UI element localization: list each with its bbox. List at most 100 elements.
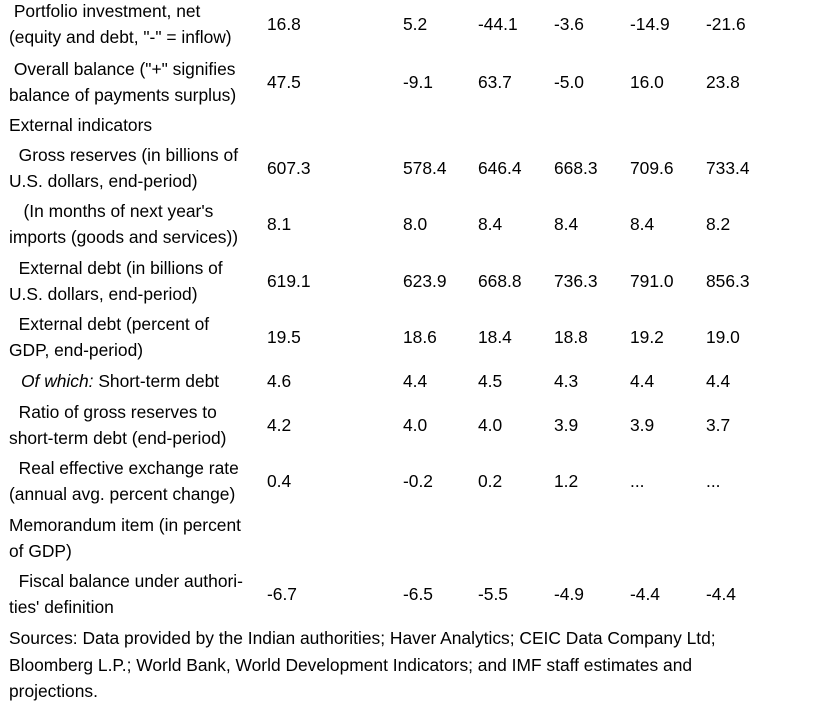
- row-label: External indicators: [9, 112, 267, 138]
- value-cell: 3.9: [630, 415, 655, 435]
- value-cell: 733.4: [706, 158, 750, 178]
- value-cell: 578.4: [403, 158, 447, 178]
- value-cell: 4.6: [267, 371, 292, 391]
- row-label-line-1: Real effective exchange rate: [9, 458, 239, 478]
- value-cell: 607.3: [267, 158, 311, 178]
- table-row-overall-balance: Overall balance ("+" signifies balance o…: [0, 56, 818, 110]
- row-label: External debt (in billions of U.S. dolla…: [9, 255, 267, 307]
- value-cell: 623.9: [403, 271, 447, 291]
- value-cell: 16.8: [267, 14, 301, 34]
- value-cell: -4.9: [554, 584, 584, 604]
- value-cell: -3.6: [554, 14, 584, 34]
- row-label-line-1: Overall balance ("+" signifies: [9, 59, 236, 79]
- section-heading-label: External indicators: [9, 115, 153, 135]
- row-label: Fiscal balance under authori- ties' defi…: [9, 568, 267, 620]
- value-cell: -5.0: [554, 72, 584, 92]
- value-cell: 3.7: [706, 415, 731, 435]
- value-cell: 16.0: [630, 72, 664, 92]
- sources-line-2: Bloomberg L.P.; World Bank, World Develo…: [9, 654, 693, 675]
- row-label: (In months of next year's imports (goods…: [9, 198, 267, 250]
- value-cell: 736.3: [554, 271, 598, 291]
- row-label-line-1: Memorandum item (in percent: [9, 515, 241, 535]
- value-cell: 4.2: [267, 415, 292, 435]
- row-label-line-2: (equity and debt, "-" = inflow): [9, 27, 232, 47]
- row-label-line-1: External debt (percent of: [9, 314, 210, 334]
- row-label-line-2: U.S. dollars, end-period): [9, 284, 198, 304]
- value-cell: -14.9: [630, 14, 670, 34]
- value-cell: 23.8: [706, 72, 740, 92]
- table-row-external-debt-percent-gdp: External debt (percent of GDP, end-perio…: [0, 311, 818, 365]
- value-cell: ...: [706, 471, 721, 491]
- row-label: Real effective exchange rate (annual avg…: [9, 455, 267, 507]
- table-row-reserves-to-short-term-debt: Ratio of gross reserves to short-term de…: [0, 399, 818, 453]
- value-cell: 0.2: [478, 471, 503, 491]
- value-cell: 791.0: [630, 271, 674, 291]
- value-cell: 18.6: [403, 327, 437, 347]
- value-cell: 8.4: [554, 214, 579, 234]
- value-cell: 4.0: [478, 415, 503, 435]
- row-label-line-1: Portfolio investment, net: [9, 1, 201, 21]
- value-cell: 646.4: [478, 158, 522, 178]
- value-cell: 4.3: [554, 371, 579, 391]
- table-row-external-debt-billions: External debt (in billions of U.S. dolla…: [0, 255, 818, 309]
- value-cell: -4.4: [630, 584, 660, 604]
- value-cell: 8.4: [478, 214, 503, 234]
- row-label-line-1: Ratio of gross reserves to: [9, 402, 217, 422]
- row-label: Of which: Short-term debt: [21, 368, 279, 394]
- table-row-portfolio-investment: Portfolio investment, net (equity and de…: [0, 0, 818, 54]
- value-cell: -21.6: [706, 14, 746, 34]
- value-cell: ...: [630, 471, 645, 491]
- value-cell: 668.3: [554, 158, 598, 178]
- sources-note: Sources: Data provided by the Indian aut…: [9, 625, 799, 705]
- row-label: Portfolio investment, net (equity and de…: [9, 0, 267, 50]
- row-label-rest: Short-term debt: [93, 371, 220, 391]
- section-heading-external-indicators: External indicators: [0, 112, 818, 140]
- value-cell: 47.5: [267, 72, 301, 92]
- value-cell: -6.7: [267, 584, 297, 604]
- row-label-italic: Of which:: [21, 371, 94, 391]
- row-label-line-2: (annual avg. percent change): [9, 484, 236, 504]
- value-cell: -5.5: [478, 584, 508, 604]
- value-cell: 19.5: [267, 327, 301, 347]
- row-label-line-2: short-term debt (end-period): [9, 428, 227, 448]
- table-row-fiscal-balance: Fiscal balance under authori- ties' defi…: [0, 568, 818, 622]
- row-label-line-1: Gross reserves (in billions of: [9, 145, 239, 165]
- value-cell: 8.2: [706, 214, 731, 234]
- row-label-line-2: ties' definition: [9, 597, 114, 617]
- value-cell: -44.1: [478, 14, 518, 34]
- value-cell: 8.1: [267, 214, 292, 234]
- table-row-gross-reserves: Gross reserves (in billions of U.S. doll…: [0, 142, 818, 196]
- value-cell: 4.0: [403, 415, 428, 435]
- sources-line-3: projections.: [9, 681, 98, 701]
- table-row-short-term-debt: Of which: Short-term debt 4.6 4.4 4.5 4.…: [0, 368, 818, 396]
- value-cell: 8.0: [403, 214, 428, 234]
- value-cell: 19.2: [630, 327, 664, 347]
- value-cell: 8.4: [630, 214, 655, 234]
- value-cell: 619.1: [267, 271, 311, 291]
- value-cell: 18.4: [478, 327, 512, 347]
- value-cell: 63.7: [478, 72, 512, 92]
- value-cell: -4.4: [706, 584, 736, 604]
- value-cell: 4.4: [403, 371, 428, 391]
- row-label-line-2: GDP, end-period): [9, 340, 144, 360]
- value-cell: 18.8: [554, 327, 588, 347]
- value-cell: -6.5: [403, 584, 433, 604]
- value-cell: 4.5: [478, 371, 503, 391]
- value-cell: 668.8: [478, 271, 522, 291]
- value-cell: 709.6: [630, 158, 674, 178]
- row-label-line-1: External debt (in billions of: [9, 258, 223, 278]
- value-cell: 4.4: [630, 371, 655, 391]
- value-cell: -9.1: [403, 72, 433, 92]
- value-cell: 1.2: [554, 471, 579, 491]
- value-cell: -0.2: [403, 471, 433, 491]
- value-cell: 4.4: [706, 371, 731, 391]
- row-label-line-2: U.S. dollars, end-period): [9, 171, 198, 191]
- section-heading-memorandum-item: Memorandum item (in percent of GDP): [0, 512, 818, 566]
- value-cell: 856.3: [706, 271, 750, 291]
- row-label: Gross reserves (in billions of U.S. doll…: [9, 142, 267, 194]
- table-row-months-of-imports: (In months of next year's imports (goods…: [0, 198, 818, 252]
- value-cell: 0.4: [267, 471, 292, 491]
- table-row-real-effective-exchange-rate: Real effective exchange rate (annual avg…: [0, 455, 818, 509]
- row-label-line-2: imports (goods and services)): [9, 227, 239, 247]
